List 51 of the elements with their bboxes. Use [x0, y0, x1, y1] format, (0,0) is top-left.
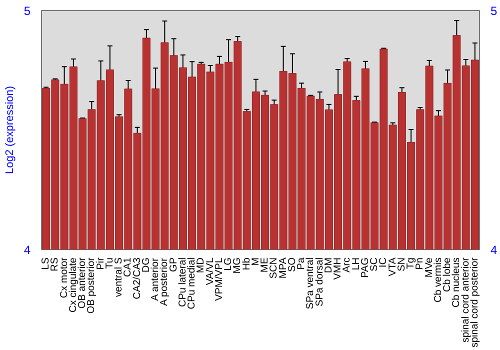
x-tick-label: Cb lobe	[442, 257, 454, 292]
x-tick-label: OB anterior	[77, 256, 88, 309]
x-tick-label: MVe	[424, 257, 435, 278]
x-tick-label: Pa	[296, 257, 308, 270]
x-tick-label: OB posterior	[86, 256, 98, 314]
x-tick-label: Cx cingulate	[68, 257, 79, 313]
x-tick-label: MD	[196, 257, 207, 274]
x-tick-label: CPu lateral	[177, 258, 188, 307]
x-tick-label: M	[250, 257, 262, 266]
x-tick-label: Tu	[104, 257, 116, 269]
y2-tick-label: 4	[490, 243, 498, 257]
x-tick-label: Cb nucleus	[451, 258, 462, 308]
x-tick-label: VPM/VPL	[214, 257, 225, 301]
x-tick-label: Pn	[414, 257, 426, 270]
x-tick-label: ventral S	[114, 257, 125, 297]
x-tick-label: PAG	[360, 257, 371, 278]
x-tick-label: GP	[168, 257, 180, 272]
y2-tick-label: 5	[490, 4, 498, 18]
x-tick-label: A posterior	[159, 257, 170, 306]
x-tick-label: spinal cord anterior	[460, 256, 472, 343]
x-tick-label: VTA	[387, 257, 398, 276]
x-tick-label: spinal cord posterior	[469, 256, 480, 348]
x-tick-label: LH	[350, 257, 362, 270]
x-tick-label: VMH	[332, 257, 344, 280]
x-tick-label: A anterior	[150, 257, 162, 301]
x-tick-label: DG	[140, 257, 152, 272]
x-tick-label: DM	[323, 257, 334, 274]
x-tick-label: SN	[396, 257, 408, 272]
x-tick-label: SCN	[268, 257, 280, 279]
x-tick-label: MG	[232, 257, 244, 274]
x-tick-label: RS	[50, 257, 61, 272]
x-tick-label: CA1	[122, 257, 134, 277]
x-tick-label: Cx motor	[58, 256, 70, 298]
x-tick-label: Arc	[342, 258, 353, 272]
x-tick-label: Cb vermis	[432, 257, 444, 303]
x-tick-label: MPA	[278, 257, 289, 278]
x-tick-label: CPu medial	[186, 257, 198, 310]
x-tick-label: Hb	[241, 257, 252, 270]
x-tick-label: SPa ventral	[305, 257, 316, 310]
x-tick-label: LG	[223, 257, 234, 271]
x-tick-label: CA2/CA3	[132, 257, 143, 300]
x-tick-label: SC	[369, 257, 380, 272]
x-tick-label: SPa dorsal	[314, 257, 326, 306]
x-tick-label: VA/VL	[204, 257, 216, 286]
x-tick-label: LS	[40, 257, 52, 270]
x-tick-label: ME	[260, 257, 271, 272]
x-tick-label: SO	[286, 257, 298, 272]
x-tick-label: Pir	[95, 256, 106, 270]
x-tick-label: IC	[378, 258, 390, 268]
x-tick-label: Tg	[406, 258, 417, 270]
y-axis-title: Log2 (expression)	[4, 86, 16, 174]
